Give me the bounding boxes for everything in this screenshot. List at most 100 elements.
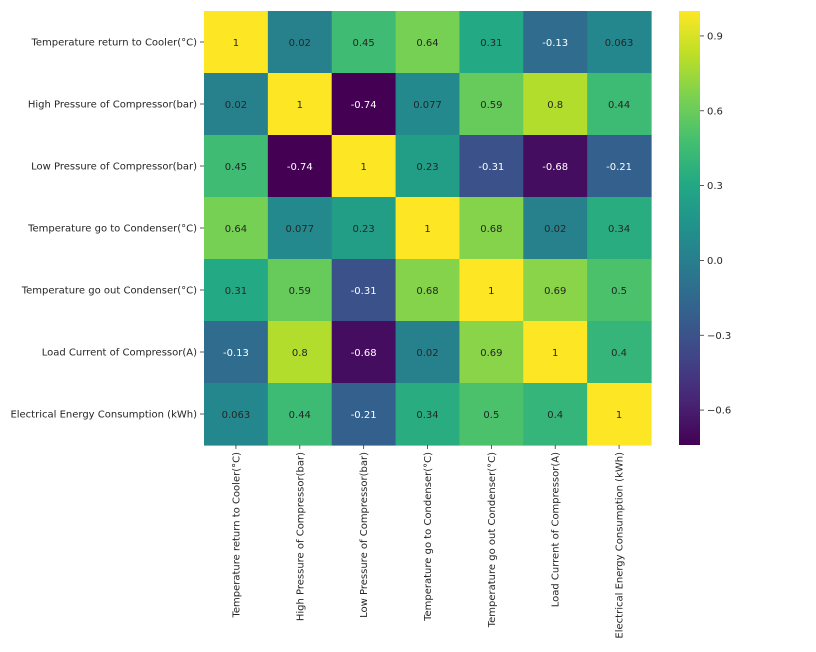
heatmap-cell: [523, 321, 588, 384]
heatmap-cell-value: 0.31: [225, 286, 247, 297]
heatmap-cell-value: 0.59: [480, 100, 502, 111]
heatmap-cell-labels: 1 0.02 0.45 0.64 0.31 -0.13 0.063 0.02 1 -0.74 0.0…: [222, 38, 634, 421]
heatmap-cell-value: 1: [424, 224, 430, 235]
heatmap-cell: [587, 11, 652, 74]
heatmap-row-labels: Temperature return to Cooler(°C) High Pre…: [10, 38, 204, 421]
heatmap-cell: [459, 11, 524, 74]
heatmap-cell-value: 0.59: [289, 286, 311, 297]
heatmap-cell-value: -0.68: [542, 162, 568, 173]
heatmap-cell: [331, 11, 397, 74]
heatmap-cell-value: 0.02: [544, 224, 566, 235]
row-tick-label: Temperature go to Condenser(°C): [27, 224, 197, 235]
heatmap-cell: [587, 321, 652, 384]
heatmap-cell: [395, 259, 461, 322]
heatmap-cell-value: -0.21: [351, 410, 377, 421]
heatmap-cell-value: 1: [360, 162, 366, 173]
heatmap-cell-value: 0.64: [416, 38, 438, 49]
heatmap-cell-value: -0.13: [223, 348, 249, 359]
column-tick-label: Temperature return to Cooler(°C): [231, 452, 242, 619]
heatmap-cell: [459, 383, 524, 446]
heatmap-cell-value: -0.21: [606, 162, 632, 173]
heatmap-cell-value: 0.02: [289, 38, 311, 49]
heatmap-cell-value: 0.31: [480, 38, 502, 49]
heatmap-cell: [267, 321, 333, 384]
heatmap-cell: [267, 259, 333, 322]
heatmap-cell-value: 1: [552, 348, 558, 359]
heatmap-cell: [267, 383, 333, 446]
heatmap-cell: [331, 135, 397, 198]
heatmap-cell: [523, 259, 588, 322]
column-tick-label: Low Pressure of Compressor(bar): [359, 452, 370, 618]
heatmap-cell: [267, 197, 333, 260]
heatmap-cell: [204, 259, 269, 322]
heatmap-cell: [331, 383, 397, 446]
heatmap-cell-value: 0.02: [416, 348, 438, 359]
heatmap-cell: [587, 135, 652, 198]
heatmap-cell: [587, 73, 652, 136]
heatmap-cell-value: -0.31: [478, 162, 504, 173]
heatmap-cell-value: 0.34: [608, 224, 630, 235]
heatmap-cell-value: 0.68: [480, 224, 502, 235]
heatmap-cell-value: 0.45: [353, 38, 375, 49]
heatmap-cell-value: -0.13: [542, 38, 568, 49]
heatmap-cell-value: 1: [297, 100, 303, 111]
colorbar-tick-label: 0.9: [707, 31, 723, 42]
heatmap-cell: [523, 73, 588, 136]
heatmap-cell-value: 0.077: [413, 100, 442, 111]
heatmap-cell-value: 0.68: [416, 286, 438, 297]
heatmap-cell: [523, 135, 588, 198]
heatmap-cell: [523, 383, 588, 446]
column-tick-label: High Pressure of Compressor(bar): [295, 452, 306, 621]
heatmap-cell-value: 0.4: [611, 348, 627, 359]
row-tick-label: Load Current of Compressor(A): [42, 348, 197, 359]
heatmap-cell-value: 0.69: [480, 348, 502, 359]
heatmap-cell-value: 0.45: [225, 162, 247, 173]
heatmap-cell-value: 0.8: [292, 348, 308, 359]
heatmap-cell: [204, 197, 269, 260]
heatmap-cell: [587, 383, 652, 446]
heatmap-cell: [204, 135, 269, 198]
heatmap-cell: [523, 197, 588, 260]
colorbar-tick-label: −0.3: [707, 331, 731, 342]
heatmap-cell: [459, 73, 524, 136]
heatmap-cell: [331, 197, 397, 260]
heatmap-cell: [395, 73, 461, 136]
heatmap-cell: [459, 259, 524, 322]
heatmap-cell-value: 0.063: [222, 410, 251, 421]
heatmap-cell: [395, 383, 461, 446]
heatmap-cell: [459, 197, 524, 260]
heatmap-cell: [395, 321, 461, 384]
heatmap-cell-value: 0.4: [547, 410, 563, 421]
heatmap-cell: [587, 197, 652, 260]
heatmap-cell: [523, 11, 588, 74]
column-tick-label: Temperature go to Condenser(°C): [423, 452, 434, 622]
row-tick-label: Temperature go out Condenser(°C): [21, 286, 197, 297]
colorbar: 0.9 0.6 0.3 0.0 −0.3 −0.6: [679, 11, 731, 445]
row-tick-label: Electrical Energy Consumption (kWh): [10, 410, 197, 421]
heatmap-cell: [331, 259, 397, 322]
heatmap-cell-value: 0.8: [547, 100, 563, 111]
heatmap-cell-value: 0.5: [483, 410, 499, 421]
column-tick-label: Temperature go out Condenser(°C): [487, 452, 498, 628]
row-tick-label: Temperature return to Cooler(°C): [30, 38, 197, 49]
column-tick-label: Electrical Energy Consumption (kWh): [615, 452, 626, 639]
heatmap-cell: [395, 135, 461, 198]
heatmap-cell-value: 0.02: [225, 100, 247, 111]
heatmap-cell-value: -0.74: [287, 162, 313, 173]
heatmap-cell-value: -0.74: [351, 100, 377, 111]
colorbar-tick-label: 0.0: [707, 256, 723, 267]
heatmap-cell: [267, 73, 333, 136]
heatmap-cell-value: 0.44: [289, 410, 311, 421]
heatmap-cells: [204, 11, 652, 446]
heatmap-cell-value: 0.5: [611, 286, 627, 297]
heatmap-cell-value: 0.64: [225, 224, 247, 235]
heatmap-cell-value: 1: [616, 410, 622, 421]
heatmap-cell: [459, 135, 524, 198]
colorbar-gradient: [679, 11, 700, 445]
heatmap-cell-value: 0.23: [353, 224, 375, 235]
colorbar-tick-label: 0.3: [707, 181, 723, 192]
heatmap-cell: [395, 197, 461, 260]
row-tick-label: Low Pressure of Compressor(bar): [31, 162, 197, 173]
heatmap-cell: [204, 73, 269, 136]
